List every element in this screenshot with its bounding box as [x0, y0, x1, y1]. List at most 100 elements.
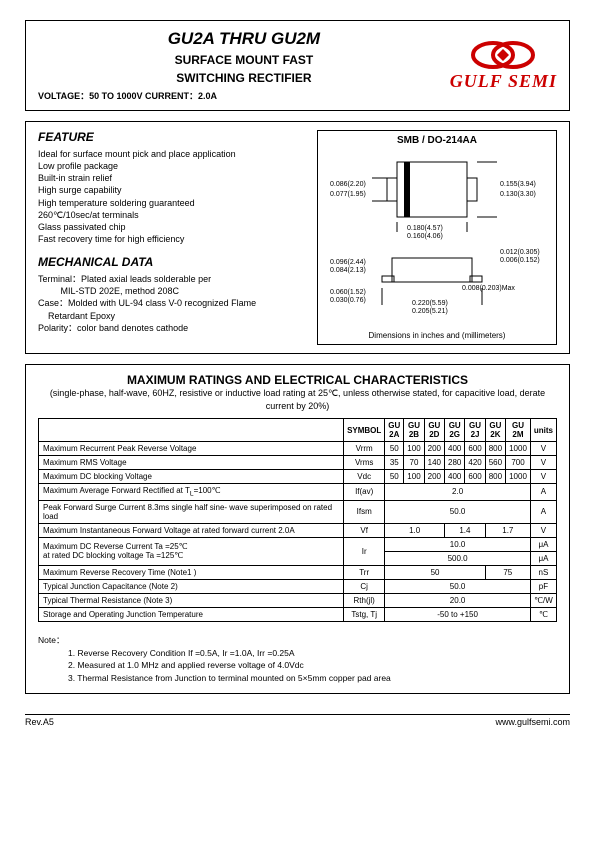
table-cell: Cj: [344, 579, 385, 593]
table-cell: ℃/W: [530, 593, 556, 607]
table-header: GU2G: [445, 419, 465, 442]
table-cell: 500.0: [385, 551, 531, 565]
dim-d13: 0.220(5.59): [412, 300, 448, 307]
table-cell: Typical Thermal Resistance (Note 3): [39, 593, 344, 607]
table-cell: 200: [424, 470, 444, 484]
package-footer: Dimensions in inches and (millimeters): [322, 331, 552, 340]
title-sub2: SWITCHING RECTIFIER: [38, 71, 450, 85]
notes: Note： 1. Reverse Recovery Condition If =…: [38, 634, 557, 685]
dim-d4: 0.130(3.30): [500, 191, 536, 198]
table-row: Storage and Operating Junction Temperatu…: [39, 607, 557, 621]
table-row: Maximum Instantaneous Forward Voltage at…: [39, 523, 557, 537]
note-line: 3. Thermal Resistance from Junction to t…: [68, 672, 557, 685]
table-cell: 10.0: [385, 537, 531, 551]
table-cell: V: [530, 470, 556, 484]
dim-d14: 0.205(5.21): [412, 308, 448, 315]
dim-d5: 0.180(4.57): [407, 225, 443, 232]
table-row: Maximum Recurrent Peak Reverse VoltageVr…: [39, 442, 557, 456]
table-cell: Maximum Instantaneous Forward Voltage at…: [39, 523, 344, 537]
table-cell: Tstg, Tj: [344, 607, 385, 621]
mechanical-line: Case：Molded with UL-94 class V-0 recogni…: [38, 297, 307, 309]
ratings-title: MAXIMUM RATINGS AND ELECTRICAL CHARACTER…: [38, 373, 557, 387]
feature-line: Built-in strain relief: [38, 172, 307, 184]
table-cell: 75: [485, 565, 530, 579]
feature-box: FEATURE Ideal for surface mount pick and…: [25, 121, 570, 354]
table-cell: A: [530, 484, 556, 501]
mechanical-line: Terminal：Plated axial leads solderable p…: [38, 273, 307, 285]
feature-line: Low profile package: [38, 160, 307, 172]
mechanical-title: MECHANICAL DATA: [38, 255, 307, 269]
table-cell: 1000: [506, 470, 531, 484]
ratings-box: MAXIMUM RATINGS AND ELECTRICAL CHARACTER…: [25, 364, 570, 694]
table-cell: 560: [485, 456, 505, 470]
note-line: 1. Reverse Recovery Condition If =0.5A, …: [68, 647, 557, 660]
notes-title: Note：: [38, 634, 557, 647]
table-row: Maximum Average Forward Rectified at TL=…: [39, 484, 557, 501]
table-cell: ℃: [530, 607, 556, 621]
table-cell: Maximum Average Forward Rectified at TL=…: [39, 484, 344, 501]
table-cell: μA: [530, 551, 556, 565]
table-row: Maximum DC Reverse Current Ta =25℃at rat…: [39, 537, 557, 551]
mechanical-line: Polarity：color band denotes cathode: [38, 322, 307, 334]
dim-d3: 0.155(3.94): [500, 181, 536, 188]
table-cell: Vrrm: [344, 442, 385, 456]
table-cell: Ir: [344, 537, 385, 565]
table-cell: 1.7: [485, 523, 530, 537]
dim-d2: 0.077(1.95): [330, 191, 366, 198]
table-header: GU2J: [465, 419, 485, 442]
table-cell: 200: [424, 442, 444, 456]
dim-d8: 0.006(0.152): [500, 257, 540, 264]
table-cell: Vdc: [344, 470, 385, 484]
title-main: GU2A THRU GU2M: [38, 29, 450, 49]
feature-line: 260℃/10sec/at terminals: [38, 209, 307, 221]
table-cell: 50.0: [385, 579, 531, 593]
table-cell: 140: [424, 456, 444, 470]
table-row: Maximum Reverse Recovery Time (Note1 )Tr…: [39, 565, 557, 579]
dim-d11: 0.060(1.52): [330, 289, 366, 296]
table-cell: 50: [385, 565, 485, 579]
dim-d9: 0.096(2.44): [330, 259, 366, 266]
ratings-sub: (single-phase, half-wave, 60HZ, resistiv…: [38, 387, 557, 412]
table-cell: 100: [404, 442, 424, 456]
table-cell: -50 to +150: [385, 607, 531, 621]
package-drawing: 0.086(2.20) 0.077(1.95) 0.155(3.94) 0.13…: [322, 150, 542, 325]
note-line: 2. Measured at 1.0 MHz and applied rever…: [68, 659, 557, 672]
feature-line: Glass passivated chip: [38, 221, 307, 233]
table-cell: Ifsm: [344, 500, 385, 523]
dim-d1: 0.086(2.20): [330, 181, 366, 188]
footer-left: Rev.A5: [25, 717, 54, 727]
table-cell: 600: [465, 470, 485, 484]
table-cell: 280: [445, 456, 465, 470]
feature-line: High surge capability: [38, 184, 307, 196]
table-header: units: [530, 419, 556, 442]
logo-area: GULF SEMI: [450, 39, 557, 92]
table-header: GU2K: [485, 419, 505, 442]
table-cell: 50: [385, 470, 404, 484]
table-cell: Vrms: [344, 456, 385, 470]
dim-d15: 0.008(0.203)Max: [462, 285, 515, 292]
table-cell: 1000: [506, 442, 531, 456]
dim-d10: 0.084(2.13): [330, 267, 366, 274]
dim-d12: 0.030(0.76): [330, 297, 366, 304]
package-box: SMB / DO-214AA 0.086(2.20) 0.077(1.95) 0…: [317, 130, 557, 345]
page-footer: Rev.A5 www.gulfsemi.com: [25, 714, 570, 727]
feature-title: FEATURE: [38, 130, 307, 144]
feature-line: High temperature soldering guaranteed: [38, 197, 307, 209]
table-cell: V: [530, 456, 556, 470]
table-cell: 20.0: [385, 593, 531, 607]
table-cell: 600: [465, 442, 485, 456]
table-cell: 420: [465, 456, 485, 470]
table-cell: 400: [445, 470, 465, 484]
table-cell: Maximum DC Reverse Current Ta =25℃at rat…: [39, 537, 344, 565]
table-header: GU2D: [424, 419, 444, 442]
table-cell: 100: [404, 470, 424, 484]
table-cell: Vf: [344, 523, 385, 537]
table-header: [39, 419, 344, 442]
table-cell: Maximum Recurrent Peak Reverse Voltage: [39, 442, 344, 456]
table-row: Typical Thermal Resistance (Note 3)Rth(j…: [39, 593, 557, 607]
table-row: Maximum DC blocking VoltageVdc5010020040…: [39, 470, 557, 484]
header-left: GU2A THRU GU2M SURFACE MOUNT FAST SWITCH…: [38, 29, 450, 102]
title-sub1: SURFACE MOUNT FAST: [38, 53, 450, 67]
table-cell: 1.4: [445, 523, 486, 537]
table-cell: Maximum Reverse Recovery Time (Note1 ): [39, 565, 344, 579]
